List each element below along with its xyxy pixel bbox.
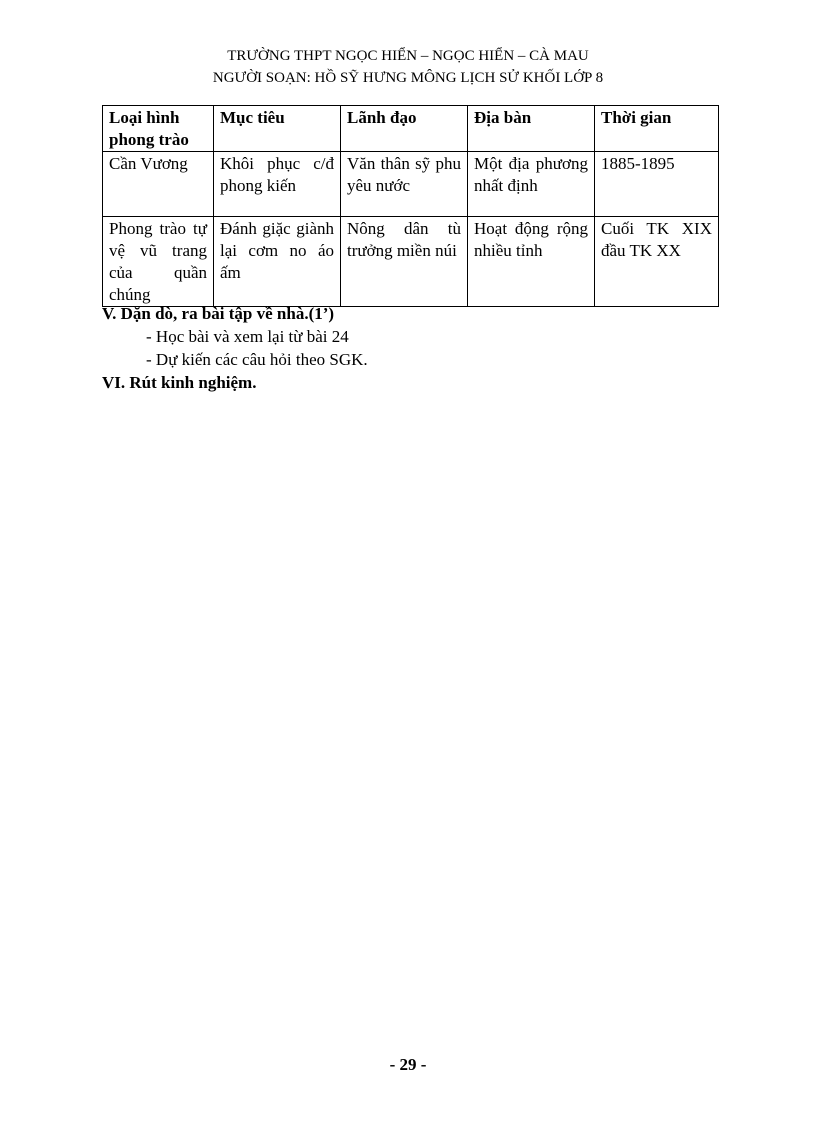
column-header: Thời gian <box>594 105 719 152</box>
table-cell: Nông dân tù trưởng miền núi <box>340 216 468 307</box>
table-header-row: Loại hình phong trào Mục tiêu Lãnh đạo Đ… <box>102 105 719 152</box>
table-cell: 1885-1895 <box>594 151 719 217</box>
table-cell: Văn thân sỹ phu yêu nước <box>340 151 468 217</box>
table-cell: Đánh giặc giành lại cơm no áo ấm <box>213 216 341 307</box>
table-row: Phong trào tự vệ vũ trang của quần chúng… <box>102 216 719 307</box>
list-item: - Học bài và xem lại từ bài 24 <box>146 327 349 346</box>
header-school: TRƯỜNG THPT NGỌC HIỂN – NGỌC HIỂN – CÀ M… <box>227 48 589 64</box>
column-header: Mục tiêu <box>213 105 341 152</box>
movements-table: Loại hình phong trào Mục tiêu Lãnh đạo Đ… <box>102 105 719 307</box>
table-row: Cần Vương Khôi phục c/đ phong kiến Văn t… <box>102 151 719 217</box>
table-cell: Cuối TK XIX đầu TK XX <box>594 216 719 307</box>
column-header: Loại hình phong trào <box>102 105 214 152</box>
header-author: NGƯỜI SOẠN: HỒ SỸ HƯNG MÔNG LỊCH SỬ KHỐI… <box>212 70 604 86</box>
column-header: Địa bàn <box>467 105 595 152</box>
table-cell: Một địa phương nhất định <box>467 151 595 217</box>
table-cell: Hoạt động rộng nhiều tỉnh <box>467 216 595 307</box>
section-heading: VI. Rút kinh nghiệm. <box>102 373 257 392</box>
page-header: TRƯỜNG THPT NGỌC HIỂN – NGỌC HIỂN – CÀ M… <box>0 45 816 89</box>
column-header: Lãnh đạo <box>340 105 468 152</box>
page-number: - 29 - <box>389 1055 427 1074</box>
list-item: - Dự kiến các câu hỏi theo SGK. <box>146 350 368 369</box>
table-cell: Khôi phục c/đ phong kiến <box>213 151 341 217</box>
section-heading: V. Dặn dò, ra bài tập về nhà.(1’) <box>102 304 335 323</box>
table-cell: Phong trào tự vệ vũ trang của quần chúng <box>102 216 214 307</box>
table-cell: Cần Vương <box>102 151 214 217</box>
document-body: V. Dặn dò, ra bài tập về nhà.(1’) - Học … <box>102 302 368 394</box>
